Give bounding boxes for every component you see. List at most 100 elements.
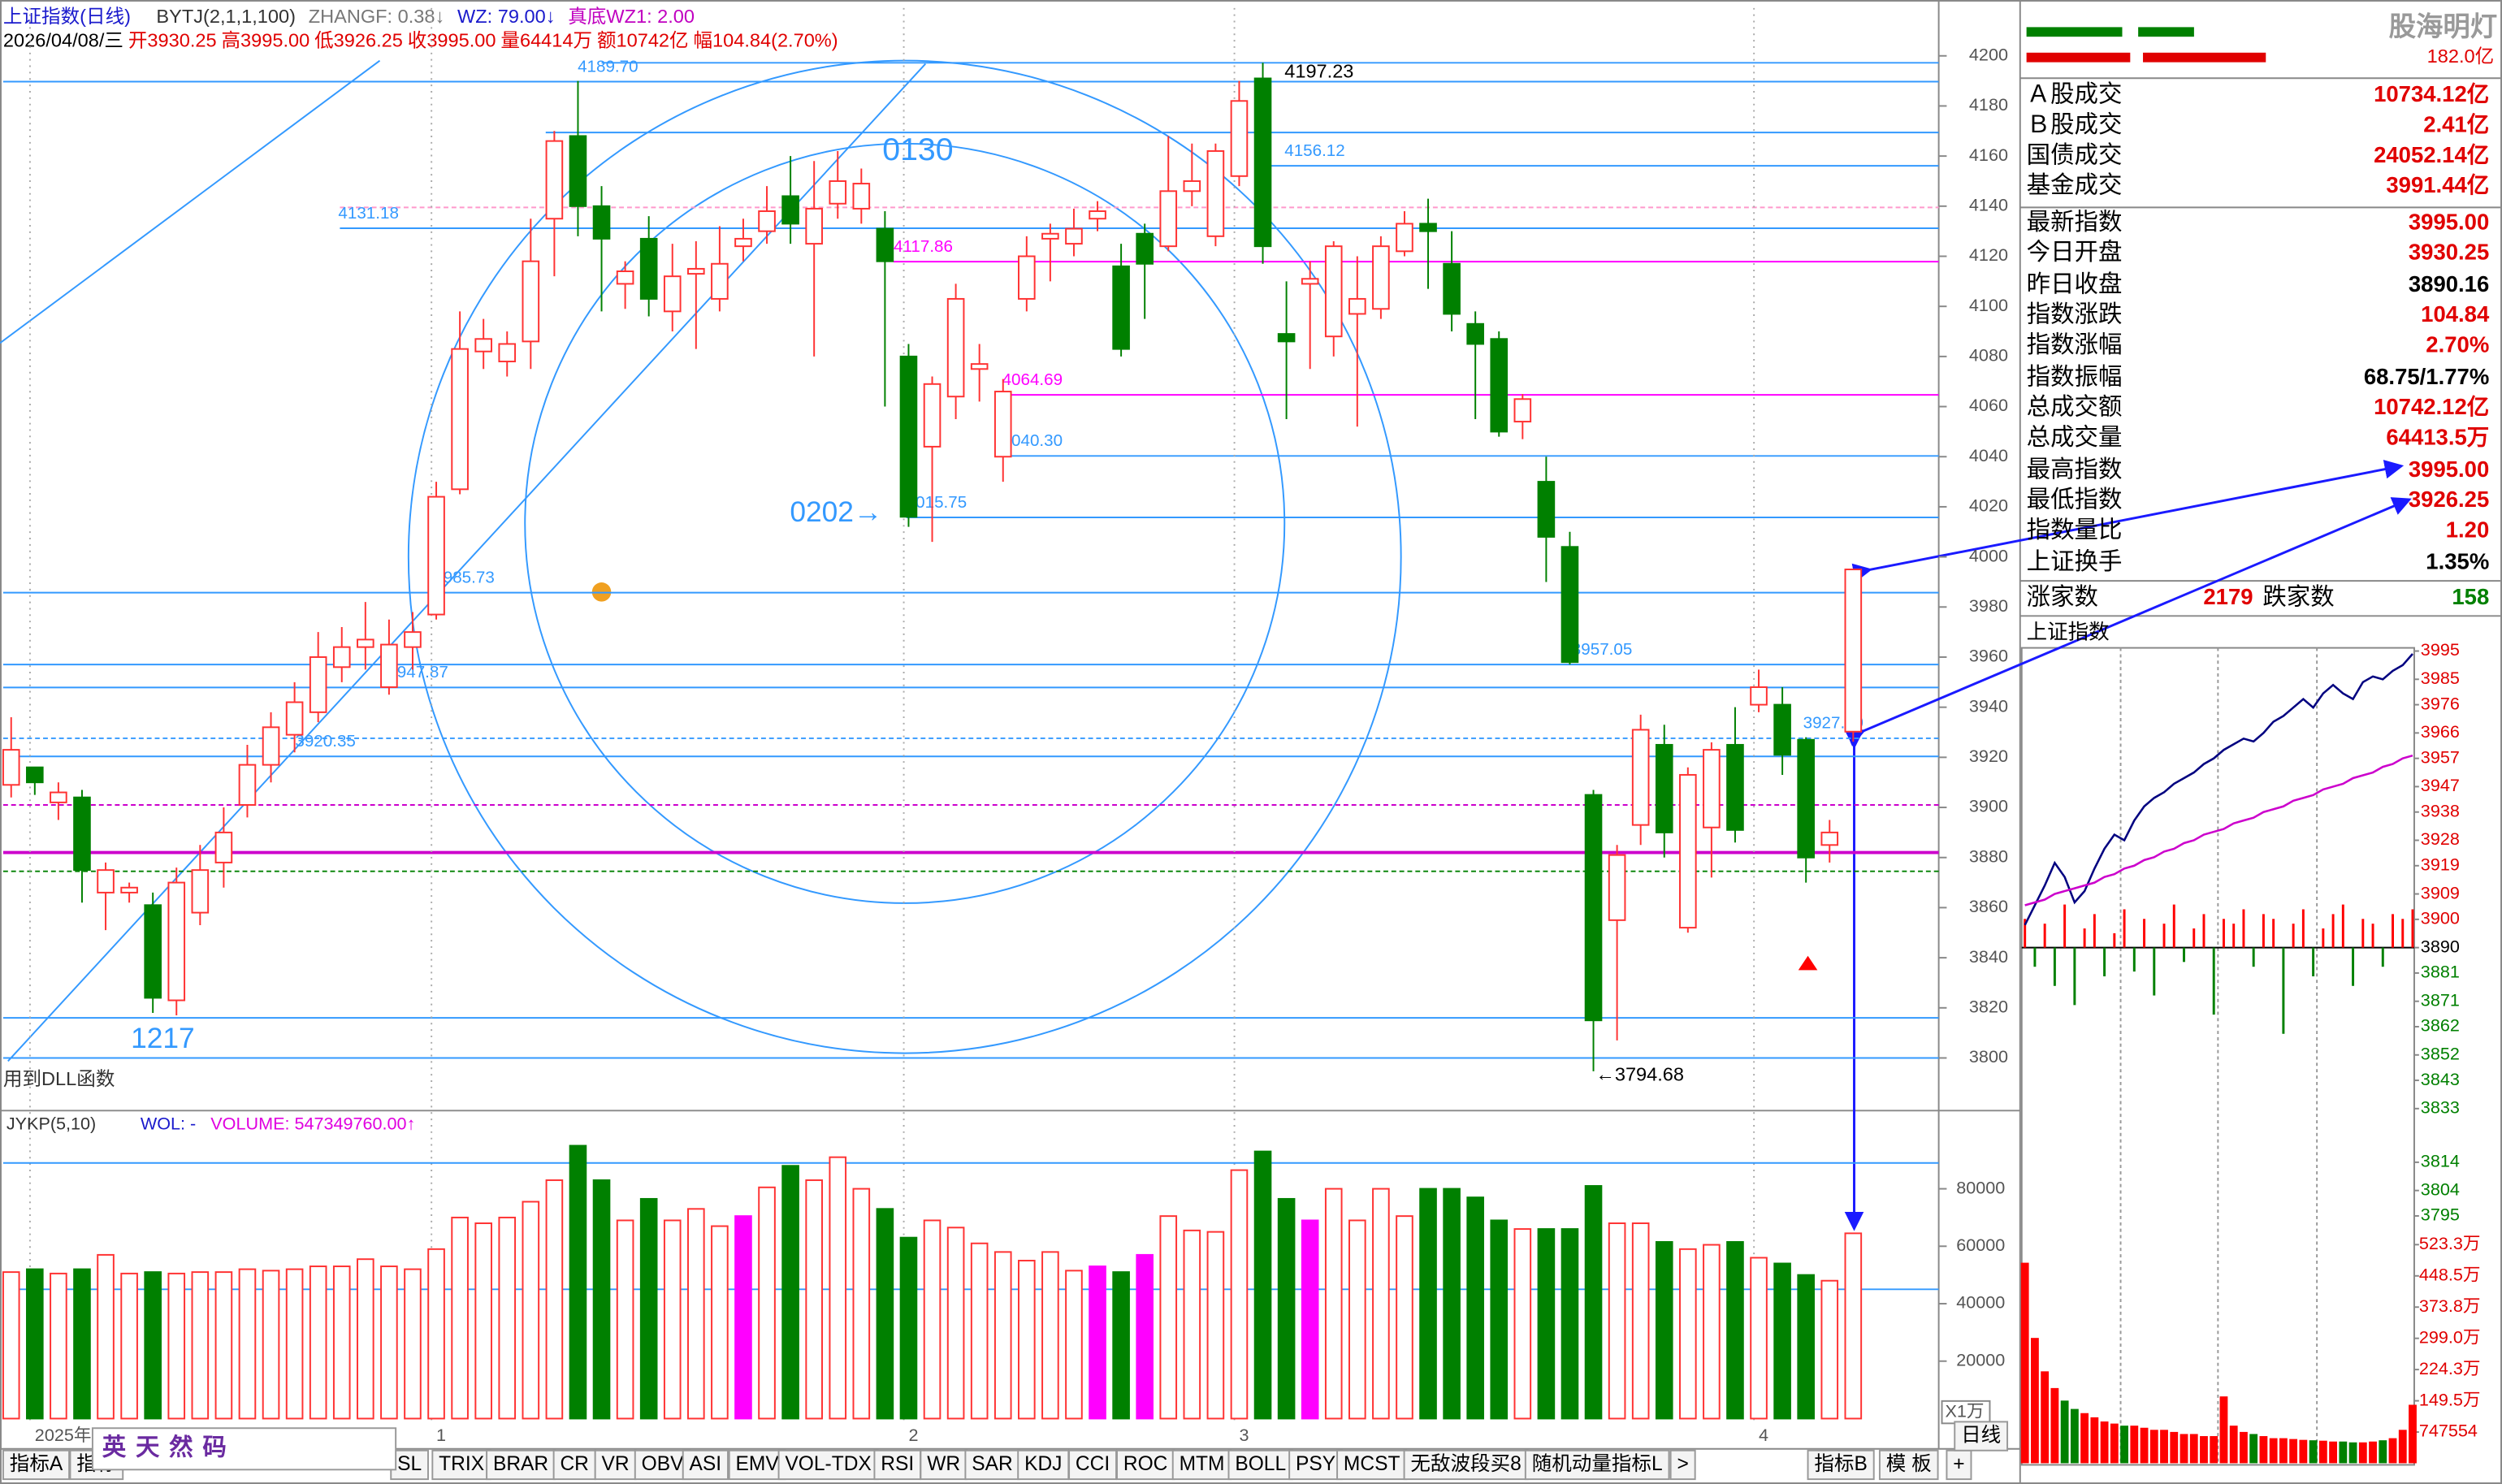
volume-bar — [758, 1186, 776, 1420]
volume-bar — [781, 1165, 799, 1420]
volume-bar — [1324, 1188, 1343, 1420]
intraday-volume — [2369, 1441, 2377, 1464]
tab[interactable]: 模 板 — [1878, 1449, 1939, 1481]
tab[interactable]: 指标A — [2, 1449, 71, 1481]
quote-label: 今日开盘 — [2027, 239, 2123, 266]
y-tick-label: 3928 — [2421, 829, 2460, 849]
tab[interactable]: 无敌波段买8 — [1403, 1449, 1529, 1481]
tab[interactable]: ROC — [1116, 1449, 1175, 1481]
brand: 股海明灯 — [2389, 12, 2498, 42]
intraday-volume — [2130, 1426, 2139, 1464]
tab[interactable]: MTM — [1171, 1449, 1232, 1481]
volume-bar — [592, 1179, 611, 1420]
tab[interactable]: 随机动量指标L — [1524, 1449, 1670, 1481]
y-tick-label: 3976 — [2421, 693, 2460, 713]
tab[interactable]: CR — [552, 1449, 596, 1481]
quote-value: 3930.25 — [2409, 240, 2489, 265]
volume-bar — [1844, 1232, 1863, 1420]
quote-label: 总成交额 — [2027, 394, 2123, 421]
tab-label: VR — [602, 1453, 630, 1475]
quote-value: 2.70% — [2426, 332, 2489, 357]
candle-body — [993, 391, 1012, 458]
header-item: WZ: 79.00↓ — [457, 6, 555, 27]
tab[interactable]: CCI — [1068, 1449, 1118, 1481]
y-tick-label: 3960 — [1969, 646, 2008, 666]
candle-body — [144, 904, 162, 999]
volume-bar — [285, 1268, 304, 1420]
tab[interactable]: MCST — [1336, 1449, 1408, 1481]
volume-bar — [1253, 1150, 1272, 1420]
y-tick-label: 3800 — [1969, 1046, 2008, 1066]
candle-body — [1348, 297, 1366, 315]
candle-body — [1253, 77, 1272, 248]
volume-bar — [1041, 1251, 1059, 1420]
intraday-volume — [2041, 1371, 2050, 1464]
quote-value: 1.20 — [2446, 517, 2490, 542]
tab[interactable]: VOL-TDX — [777, 1449, 879, 1481]
tab[interactable]: + — [1946, 1449, 1972, 1481]
intraday-volume — [2309, 1440, 2318, 1464]
tab-label: BOLL — [1235, 1453, 1286, 1475]
tab[interactable]: > — [1669, 1449, 1696, 1481]
volume-bar — [26, 1268, 44, 1420]
tab[interactable]: PSY — [1288, 1449, 1343, 1481]
volume-bar — [50, 1272, 67, 1420]
unit-label: X1万 — [1945, 1400, 1984, 1421]
volume-bar — [970, 1242, 989, 1420]
tab[interactable]: EMV — [728, 1449, 786, 1481]
tab-box — [1524, 1449, 1670, 1481]
volume-bar — [1419, 1188, 1437, 1420]
candle-body — [26, 766, 44, 784]
tab[interactable]: 指标B — [1807, 1449, 1875, 1481]
tab[interactable]: OBV — [634, 1449, 691, 1481]
tab-box — [1669, 1449, 1696, 1481]
header-item: 上证指数(日线) — [3, 6, 131, 27]
intraday-line — [2024, 653, 2413, 926]
quote-label: 基金成交 — [2027, 172, 2123, 199]
y-tick-label: 3919 — [2421, 854, 2460, 874]
indicator-bar — [2138, 27, 2194, 37]
volume-bar — [545, 1179, 564, 1420]
volume-bar — [1513, 1228, 1532, 1420]
volume-bar — [899, 1236, 918, 1420]
header-item: 量64414万 — [500, 29, 592, 50]
intraday-volume — [2050, 1387, 2059, 1464]
y-tick-label: 3862 — [2421, 1015, 2460, 1036]
candle-body — [1041, 232, 1059, 240]
tab-label: EMV — [736, 1453, 780, 1475]
tab[interactable]: SAR — [964, 1449, 1020, 1481]
candle-body — [1703, 749, 1721, 829]
candle-body — [616, 270, 634, 285]
volume-bar — [1348, 1219, 1366, 1420]
volume-bar — [1726, 1241, 1744, 1420]
volume-bar — [1561, 1228, 1579, 1420]
y-tick-label: 523.3万 — [2419, 1233, 2481, 1253]
tab[interactable]: TRIX — [431, 1449, 491, 1481]
intraday-volume — [2269, 1438, 2278, 1464]
y-tick-label: 3938 — [2421, 800, 2460, 820]
volume-bar — [923, 1219, 941, 1420]
candle-body — [1301, 278, 1319, 285]
intraday-volume — [2379, 1440, 2387, 1464]
volume-bar — [639, 1197, 658, 1420]
intraday-volume — [2060, 1400, 2069, 1464]
tab[interactable]: BOLL — [1227, 1449, 1293, 1481]
y-tick-label: 3980 — [1969, 595, 2008, 616]
candle-body — [970, 363, 989, 370]
y-tick-label: 3909 — [2421, 882, 2460, 902]
intraday-volume — [2100, 1421, 2109, 1464]
candle-body — [238, 764, 257, 806]
tab[interactable]: WR — [920, 1449, 967, 1481]
tab[interactable]: KDJ — [1017, 1449, 1070, 1481]
candle-body — [357, 638, 374, 648]
candle-body — [1136, 232, 1154, 265]
tab[interactable]: RSI — [873, 1449, 922, 1481]
tab[interactable]: VR — [594, 1449, 637, 1481]
volume-bar — [1750, 1257, 1768, 1420]
candle-body — [404, 631, 422, 648]
tab[interactable]: 日线 — [1954, 1421, 2009, 1452]
volume-bar — [1490, 1219, 1509, 1420]
tab[interactable]: BRAR — [486, 1449, 556, 1481]
tab[interactable]: ASI — [682, 1449, 729, 1481]
